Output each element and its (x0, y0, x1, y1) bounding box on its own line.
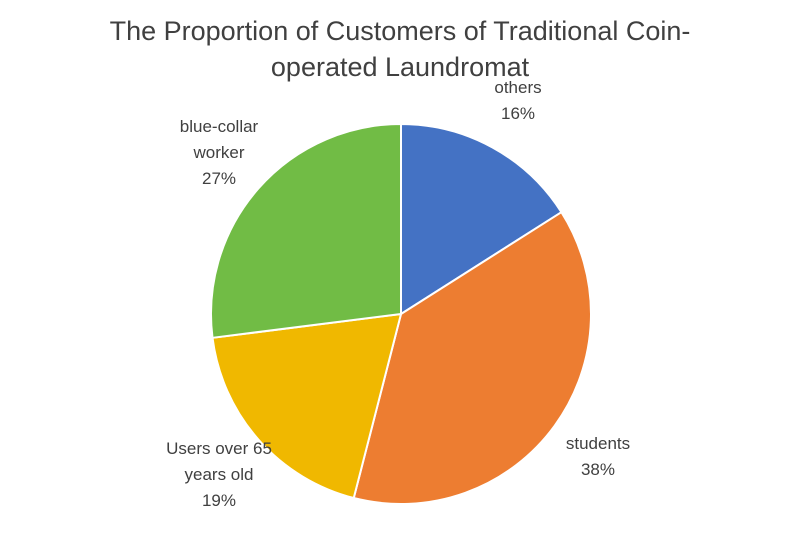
pie-slice-users-over-65-years-old (211, 313, 402, 500)
chart-title: The Proportion of Customers of Tradition… (0, 13, 800, 85)
slice-label-line: years old (184, 465, 254, 484)
chart-title-line-2: operated Laundromat (270, 52, 530, 82)
pie-slice-students (352, 211, 592, 505)
slice-label-line: worker (193, 143, 245, 162)
slice-label-line: 38% (580, 460, 616, 479)
slice-label-line: students (565, 434, 631, 453)
slice-label-line: 16% (500, 104, 536, 123)
pie-slice-others (400, 123, 563, 315)
slice-label-others: others 16% (494, 75, 541, 127)
slice-label-line: 27% (201, 169, 237, 188)
slice-label-blue-collar-worker: blue-collar worker 27% (180, 114, 258, 192)
slice-label-users-over-65-years-old: Users over 65 years old 19% (166, 436, 272, 514)
slice-label-line: blue-collar (179, 117, 259, 136)
slice-label-line: others (494, 78, 542, 97)
chart-title-line-1: The Proportion of Customers of Tradition… (109, 16, 691, 46)
slice-label-line: Users over 65 (166, 439, 272, 458)
pie-slice-blue-collar-worker (210, 123, 402, 339)
slice-label-line: 19% (201, 491, 237, 510)
slice-label-students: students 38% (566, 431, 630, 483)
